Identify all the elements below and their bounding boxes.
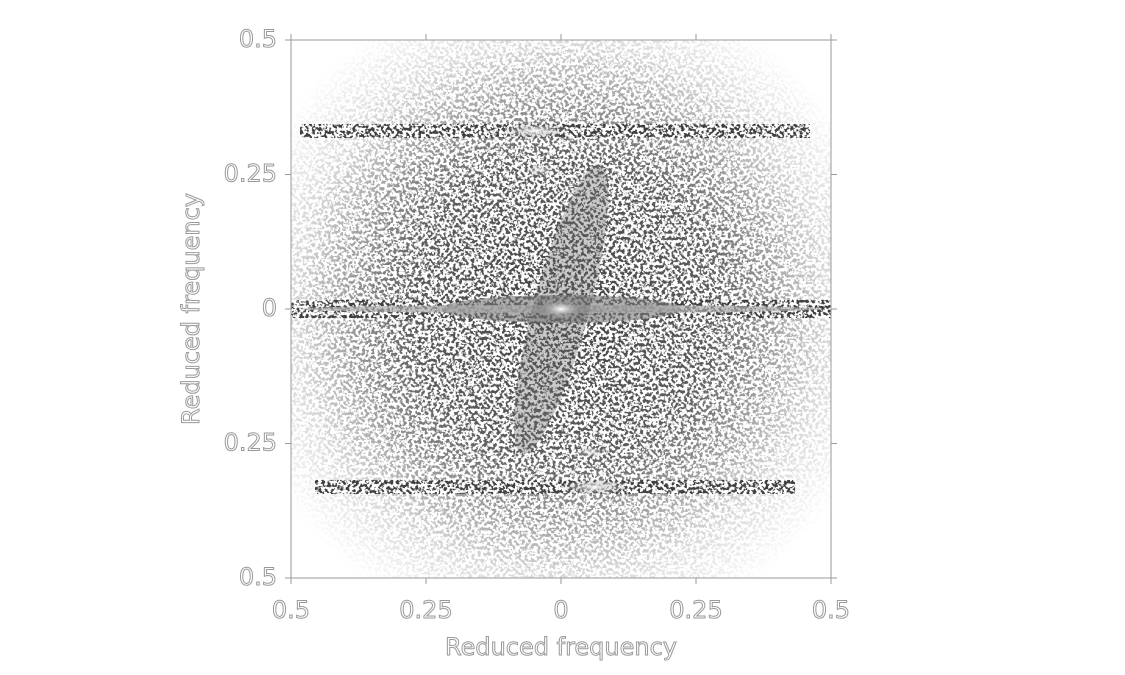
y-tick-label: 0.25: [224, 160, 277, 188]
x-tick-label: 0.25: [669, 596, 722, 624]
heatmap-image: [291, 40, 831, 578]
y-tick-label: 0.5: [239, 563, 277, 591]
y-axis-label: Reduced frequency: [177, 193, 205, 425]
y-tick-label: 0.25: [224, 429, 277, 457]
x-tick-label: 0: [553, 596, 568, 624]
x-tick-label: 0.5: [812, 596, 850, 624]
y-tick-label: 0.5: [239, 25, 277, 53]
x-tick-label: 0.5: [272, 596, 310, 624]
y-tick-label: 0: [262, 294, 277, 322]
x-axis-label: Reduced frequency: [445, 633, 677, 661]
x-tick-label: 0.25: [399, 596, 452, 624]
